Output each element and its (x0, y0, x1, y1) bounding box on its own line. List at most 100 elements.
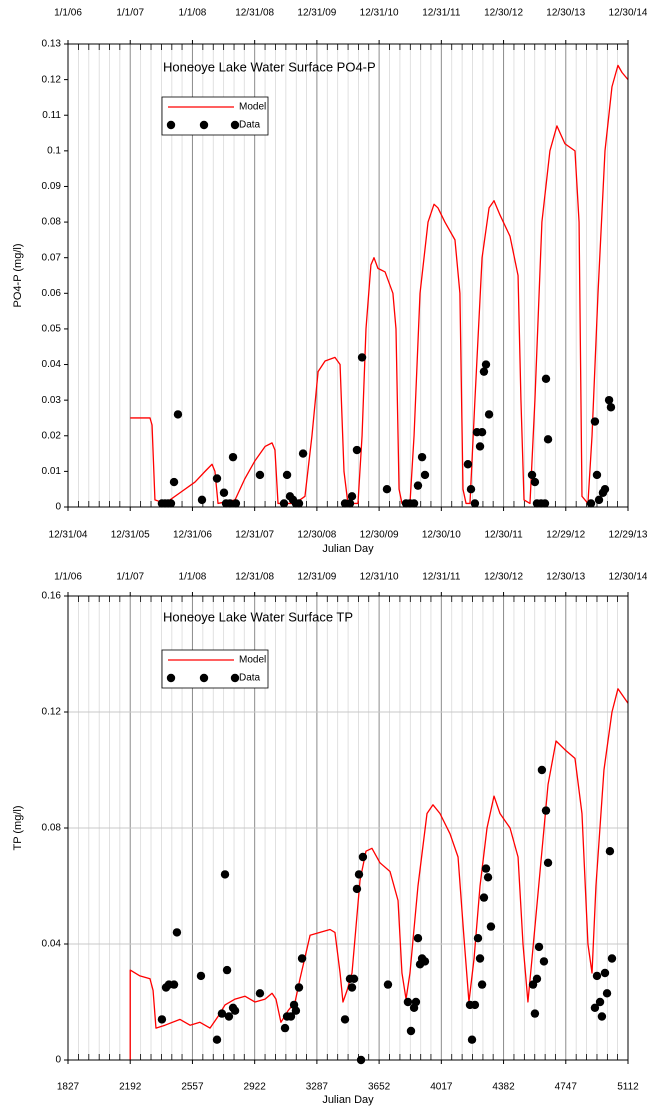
data-point (345, 499, 355, 508)
chart-title: Honeoye Lake Water Surface PO4-P (163, 59, 376, 74)
x2-tick-label: 12/31/11 (422, 8, 461, 19)
x-tick-label: 12/29/13 (609, 530, 647, 541)
legend-marker (166, 673, 176, 683)
data-point (354, 870, 364, 879)
x2-tick-label: 1/1/06 (54, 572, 82, 583)
data-point (352, 445, 362, 455)
data-point (212, 474, 222, 483)
y-tick-label: 0.08 (42, 823, 62, 834)
data-point (224, 1012, 234, 1021)
data-point (466, 484, 476, 494)
data-point (212, 1035, 222, 1044)
data-point (169, 477, 179, 487)
y-tick-label: 0 (55, 1055, 61, 1066)
x-tick-label: 5112 (617, 1082, 639, 1093)
data-point (217, 1009, 227, 1018)
data-point (486, 922, 496, 931)
x2-tick-label: 12/30/12 (484, 8, 523, 19)
x-tick-label: 12/31/04 (49, 530, 88, 541)
data-point (532, 974, 542, 983)
x-tick-label: 4747 (555, 1082, 578, 1093)
legend-label: Model (239, 102, 266, 113)
data-point (543, 858, 553, 867)
y-tick-label: 0.04 (42, 359, 62, 370)
y-axis-title: PO4-P (mg/l) (12, 244, 24, 308)
data-point (298, 449, 308, 458)
data-point (586, 499, 596, 508)
data-point (411, 997, 421, 1007)
data-point (590, 1003, 600, 1012)
data-point (286, 1012, 296, 1021)
plot-frame (67, 43, 629, 508)
data-point (530, 1009, 540, 1018)
data-point (347, 492, 357, 501)
y-tick-label: 0.01 (42, 466, 62, 477)
legend-label: Data (239, 120, 261, 131)
data-point (607, 954, 617, 963)
x-tick-label: 3287 (306, 1082, 329, 1093)
data-point (357, 353, 367, 362)
y-tick-label: 0.06 (42, 288, 62, 299)
x2-tick-label: 12/30/14 (609, 8, 647, 19)
y-tick-label: 0.13 (42, 39, 62, 50)
data-point (420, 470, 430, 480)
data-point (595, 997, 605, 1007)
x-axis-title: Julian Day (322, 1094, 374, 1106)
x-tick-label: 4382 (492, 1082, 515, 1093)
x2-tick-label: 12/31/09 (297, 8, 336, 19)
data-point (413, 481, 423, 490)
data-point (349, 974, 359, 983)
data-point (358, 852, 368, 862)
data-point (463, 460, 473, 469)
x2-tick-label: 12/30/12 (484, 572, 523, 583)
data-point (403, 997, 413, 1007)
data-point (255, 989, 265, 998)
legend-marker (230, 673, 240, 683)
legend-marker (199, 673, 209, 683)
y-tick-label: 0.12 (42, 74, 62, 85)
data-point (173, 410, 183, 419)
data-point (604, 395, 614, 405)
data-point (530, 477, 540, 487)
y-tick-label: 0.05 (42, 324, 62, 335)
legend-marker (230, 120, 240, 130)
data-point (477, 980, 487, 989)
x2-tick-label: 12/31/10 (360, 8, 399, 19)
data-point (228, 452, 238, 462)
x2-tick-label: 1/1/07 (116, 572, 144, 583)
data-point (467, 1035, 477, 1044)
data-point (406, 1026, 416, 1036)
y-tick-label: 0 (55, 502, 61, 513)
data-point (543, 435, 553, 444)
data-point (594, 495, 604, 505)
data-point (409, 499, 419, 508)
data-point (352, 884, 362, 894)
x2-tick-label: 12/31/10 (360, 572, 399, 583)
data-point (294, 499, 304, 508)
y-tick-label: 0.09 (42, 181, 62, 192)
data-point (230, 1006, 240, 1015)
data-point (294, 983, 304, 992)
legend-box (161, 649, 269, 689)
x2-tick-label: 12/30/13 (546, 572, 585, 583)
data-point (420, 957, 430, 966)
y-tick-label: 0.16 (42, 591, 62, 602)
plot-frame (67, 595, 629, 1061)
x-tick-label: 1827 (57, 1082, 80, 1093)
data-point (470, 1000, 480, 1010)
y-tick-label: 0.03 (42, 395, 62, 406)
legend-label: Model (239, 655, 266, 666)
data-point (541, 374, 551, 383)
x2-tick-label: 12/30/13 (546, 8, 585, 19)
y-tick-label: 0.08 (42, 217, 62, 228)
data-point (297, 954, 307, 963)
x2-tick-label: 1/1/07 (116, 8, 144, 19)
legend-marker (199, 120, 209, 130)
x-tick-label: 2192 (119, 1082, 142, 1093)
x2-tick-label: 12/31/08 (235, 572, 274, 583)
data-point (600, 484, 610, 494)
data-point (602, 989, 612, 998)
x-tick-label: 4017 (430, 1082, 453, 1093)
x2-tick-label: 12/30/14 (609, 572, 647, 583)
